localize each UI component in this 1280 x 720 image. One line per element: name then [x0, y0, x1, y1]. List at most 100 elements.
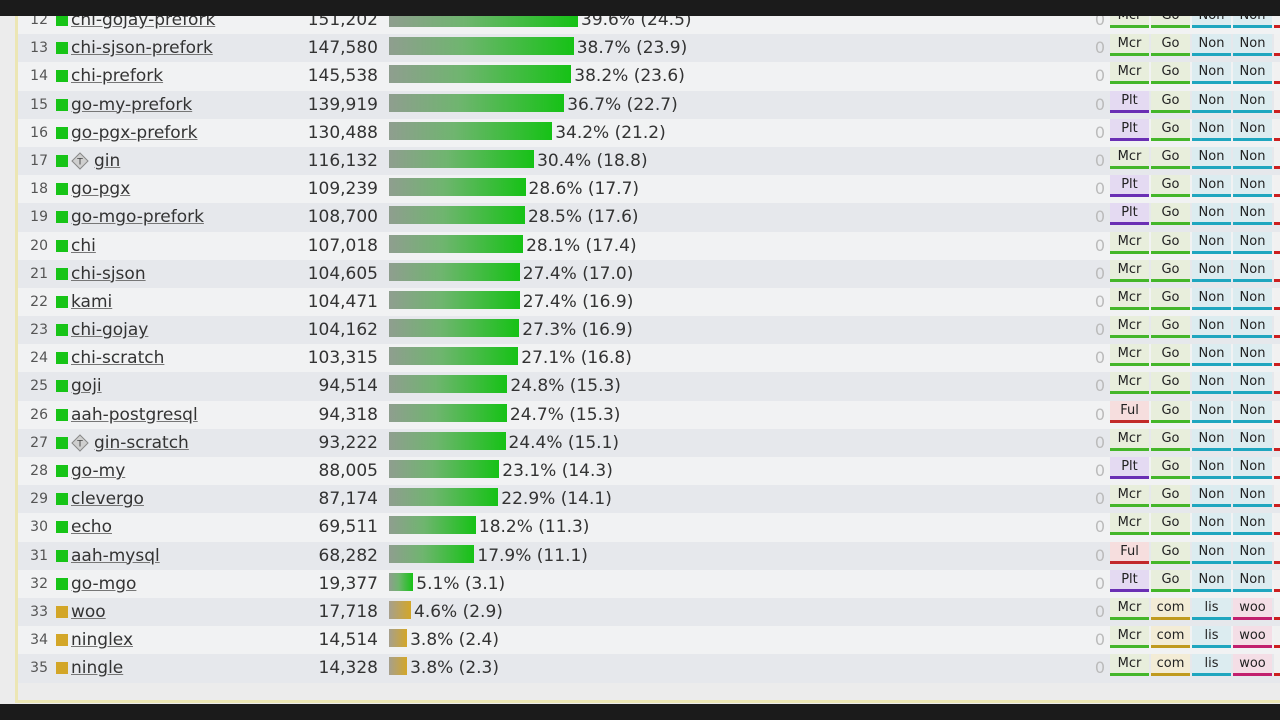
- rank-number: 12: [30, 16, 48, 28]
- language-square-icon: [56, 465, 68, 477]
- percent-label: 22.9% (14.1): [501, 489, 612, 510]
- error-indicator: [1274, 287, 1280, 310]
- attribute-tag: Non: [1233, 203, 1272, 226]
- table-row: 13 chi-sjson-prefork 147,580 38.7% (23.9) 0 M…: [18, 34, 1280, 63]
- error-count: 0: [1094, 207, 1106, 227]
- error-indicator: [1274, 146, 1280, 169]
- attribute-tag: Non: [1192, 287, 1231, 310]
- framework-link[interactable]: gin: [94, 150, 121, 171]
- table-row: 22 kami 104,471 27.4% (16.9) 0 Mcr Go Non Non: [18, 287, 1280, 317]
- requests-per-second: 19,377: [318, 573, 378, 594]
- requests-per-second: 151,202: [307, 16, 378, 30]
- top-dark-bar: [0, 0, 1280, 16]
- framework-link[interactable]: woo: [71, 601, 106, 622]
- attribute-tag: Non: [1192, 485, 1231, 508]
- attribute-tag: Go: [1151, 569, 1190, 592]
- attribute-tag: Non: [1233, 541, 1272, 564]
- attribute-tag: Non: [1233, 569, 1272, 592]
- framework-link[interactable]: gin-scratch: [94, 432, 189, 453]
- requests-per-second: 130,488: [307, 122, 378, 143]
- framework-link[interactable]: chi: [71, 235, 96, 256]
- attribute-tag: Go: [1151, 344, 1190, 367]
- rank-number: 14: [30, 68, 48, 85]
- error-indicator: [1274, 231, 1280, 254]
- performance-bar: [389, 544, 475, 563]
- attribute-tag: com: [1151, 654, 1190, 677]
- bottom-dark-bar: [0, 704, 1280, 720]
- framework-link[interactable]: chi-prefork: [71, 66, 164, 87]
- error-indicator: [1274, 654, 1280, 677]
- performance-bar: [389, 516, 476, 535]
- requests-per-second: 108,700: [307, 207, 378, 228]
- attribute-tag: Ful: [1110, 541, 1149, 564]
- framework-link[interactable]: chi-gojay-prefork: [71, 16, 216, 30]
- attribute-tag: Go: [1151, 372, 1190, 395]
- framework-link[interactable]: aah-postgresql: [71, 404, 198, 425]
- attribute-tag: lis: [1192, 654, 1231, 677]
- svg-text:T: T: [76, 439, 83, 449]
- requests-per-second: 17,718: [318, 601, 378, 622]
- rank-number: 35: [30, 660, 48, 677]
- framework-link[interactable]: go-pgx: [71, 179, 131, 200]
- language-square-icon: [56, 98, 68, 111]
- framework-link[interactable]: kami: [71, 291, 113, 312]
- error-indicator: [1274, 457, 1280, 479]
- attribute-tag: Non: [1192, 400, 1231, 423]
- table-row: 25 goji 94,514 24.8% (15.3) 0 Mcr Go Non Non: [18, 372, 1280, 401]
- language-square-icon: [56, 324, 68, 337]
- language-square-icon: [56, 352, 68, 365]
- results-frame: [15, 16, 1280, 703]
- performance-bar: [389, 319, 520, 338]
- framework-link[interactable]: chi-sjson: [71, 263, 146, 284]
- framework-link[interactable]: go-pgx-prefork: [71, 122, 198, 143]
- error-indicator: [1274, 90, 1280, 113]
- attribute-tag: Non: [1192, 541, 1231, 564]
- requests-per-second: 107,018: [307, 235, 378, 256]
- performance-bar: [389, 347, 519, 366]
- language-square-icon: [56, 70, 68, 83]
- framework-link[interactable]: go-mgo-prefork: [71, 207, 204, 228]
- performance-bar: [389, 65, 572, 84]
- framework-link[interactable]: go-my-prefork: [71, 94, 193, 115]
- framework-link[interactable]: aah-mysql: [71, 545, 160, 566]
- framework-link[interactable]: go-my: [71, 461, 126, 481]
- attribute-tag: Non: [1233, 344, 1272, 367]
- performance-bar: [389, 403, 507, 422]
- framework-link[interactable]: chi-scratch: [71, 348, 165, 369]
- language-square-icon: [56, 493, 68, 506]
- error-count: 0: [1094, 545, 1106, 565]
- attribute-tag: Non: [1192, 146, 1231, 169]
- attribute-tag: Go: [1151, 428, 1190, 451]
- error-indicator: [1274, 316, 1280, 339]
- error-count: 0: [1094, 235, 1106, 255]
- error-count: 0: [1094, 16, 1106, 29]
- error-count: 0: [1094, 517, 1106, 537]
- attribute-tag: Non: [1192, 90, 1231, 113]
- framework-link[interactable]: chi-sjson-prefork: [71, 38, 213, 59]
- performance-bar: [389, 16, 578, 27]
- percent-label: 27.4% (16.9): [522, 291, 634, 312]
- error-indicator: [1274, 16, 1280, 28]
- error-indicator: [1274, 175, 1280, 198]
- attribute-tag: Plt: [1110, 203, 1149, 226]
- error-indicator: [1274, 626, 1280, 649]
- framework-link[interactable]: clevergo: [71, 489, 144, 510]
- framework-link[interactable]: ninglex: [71, 630, 134, 651]
- rank-number: 18: [30, 181, 48, 198]
- framework-link[interactable]: ningle: [71, 658, 124, 679]
- framework-link[interactable]: chi-gojay: [71, 320, 149, 341]
- performance-bar: [389, 657, 408, 676]
- error-indicator: [1274, 513, 1280, 536]
- table-row: 31 aah-mysql 68,282 17.9% (11.1) 0 Ful Go Non No…: [18, 541, 1280, 570]
- attribute-tag: Plt: [1110, 569, 1149, 592]
- error-count: 0: [1094, 658, 1106, 678]
- test-badge-icon: T: [71, 434, 89, 452]
- framework-link[interactable]: go-mgo: [71, 573, 137, 594]
- error-count: 0: [1094, 66, 1106, 86]
- performance-bar: [389, 234, 524, 253]
- attribute-tag: Non: [1192, 457, 1231, 479]
- framework-link[interactable]: goji: [71, 376, 102, 397]
- error-count: 0: [1094, 94, 1106, 114]
- table-row: 18 go-pgx 109,239 28.6% (17.7) 0 Plt Go Non Non: [18, 175, 1280, 204]
- framework-link[interactable]: echo: [71, 517, 112, 538]
